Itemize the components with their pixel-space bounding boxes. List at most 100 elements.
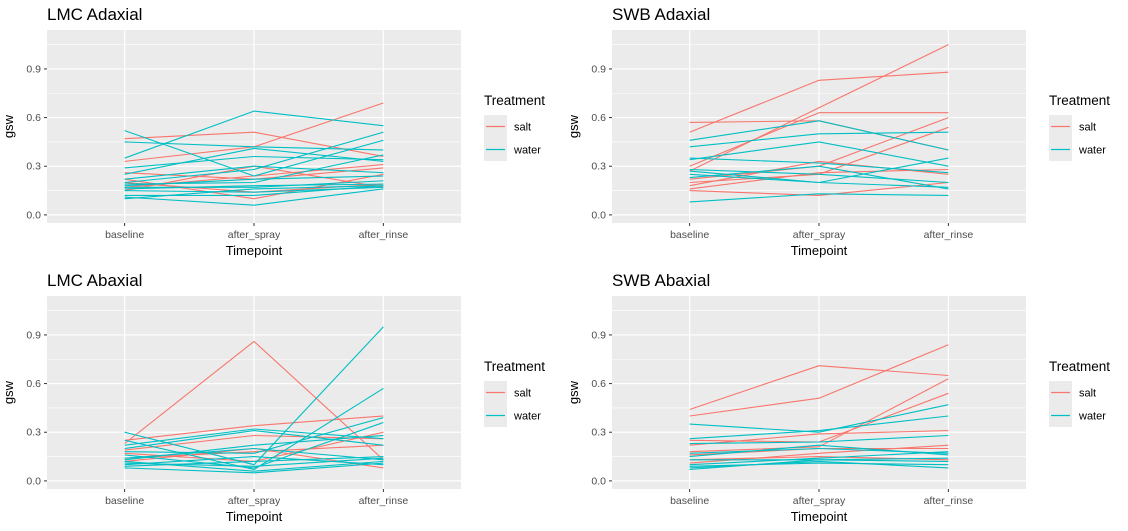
x-tick-label: after_spray [228,229,281,241]
series-line-water [124,462,384,474]
series-line-water [124,183,384,190]
series-line-water [689,168,949,184]
series-line-water [124,185,384,200]
series-line-salt [689,71,949,133]
chart-panel: 0.0 0.3 0.6 0.9 baseline after_spray after_rin… [1,271,545,524]
series-line-water [124,141,384,151]
legend: Treatment salt water [1049,359,1110,427]
series-line-water [689,157,949,174]
series-line-water [124,434,384,461]
y-axis-label: gsw [566,114,581,138]
series-line-water [124,421,384,469]
x-tick-label: baseline [670,495,709,507]
y-tick-label: 0.9 [26,63,41,75]
x-tick-label: after_rinse [924,495,974,507]
x-tick-label: baseline [670,229,709,241]
y-tick-label: 0.3 [26,427,41,439]
series-line-salt [689,168,949,190]
y-tick-label: 0.0 [591,475,606,487]
x-axis-label: Timepoint [226,243,283,258]
legend-label-salt: salt [514,122,531,134]
series-line-salt [689,344,949,417]
series-line-salt [124,444,384,459]
series-line-water [689,141,949,167]
legend-label-water: water [513,411,541,423]
legend-title: Treatment [1049,93,1110,108]
series-line-water [124,147,384,175]
x-tick-label: baseline [105,229,144,241]
y-tick-label: 0.9 [26,329,41,341]
y-tick-label: 0.0 [26,209,41,221]
panel-title: SWB Abaxial [612,271,710,290]
y-axis-label: gsw [1,114,16,138]
y-tick-label: 0.9 [591,63,606,75]
legend-label-water: water [513,145,541,157]
series-line-salt [689,430,949,446]
series-line-water [689,415,949,440]
y-tick-label: 0.6 [26,378,41,390]
chart-panel: 0.0 0.3 0.6 0.9 baseline after_spray after_rin… [566,5,1110,258]
series-line-water [689,165,949,190]
x-axis-label: Timepoint [791,509,848,524]
x-tick-label: after_rinse [924,229,974,241]
panel-title: SWB Adaxial [612,5,710,24]
series-line-water [124,175,384,187]
y-axis-label: gsw [566,380,581,404]
legend-label-water: water [1078,411,1106,423]
chart-panel: 0.0 0.3 0.6 0.9 baseline after_spray after_rin… [1,5,545,258]
x-tick-label: after_rinse [359,495,409,507]
series-line-salt [689,44,949,172]
y-tick-label: 0.9 [591,329,606,341]
y-tick-label: 0.6 [591,378,606,390]
y-tick-label: 0.0 [591,209,606,221]
legend-label-water: water [1078,145,1106,157]
series-line-water [124,155,384,169]
series-line-water [124,456,384,466]
series-line-water [124,428,384,446]
y-tick-label: 0.3 [591,161,606,173]
series-line-water [124,165,384,180]
series-line-salt [689,181,949,196]
series-line-water [124,417,384,454]
panel-title: LMC Abaxial [47,271,142,290]
series-line-water [124,130,384,177]
chart-panel: 0.0 0.3 0.6 0.9 baseline after_spray after_rin… [566,271,1110,524]
series-line-water [689,157,949,184]
x-tick-label: after_rinse [359,229,409,241]
series-line-water [689,193,949,203]
series-line-water [689,120,949,151]
legend-title: Treatment [484,359,545,374]
legend-label-salt: salt [1079,388,1096,400]
series-line-water [689,459,949,471]
series-line-salt [689,112,949,167]
y-tick-label: 0.0 [26,475,41,487]
legend-label-salt: salt [514,388,531,400]
x-axis-label: Timepoint [791,243,848,258]
legend: Treatment salt water [484,359,545,427]
series-line-water [689,404,949,433]
series-line-salt [124,415,384,441]
series-line-water [689,131,949,148]
legend-title: Treatment [1049,359,1110,374]
legend-title: Treatment [484,93,545,108]
series-line-salt [689,365,949,411]
x-tick-label: after_spray [228,495,281,507]
series-line-water [124,110,384,159]
series-line-salt [689,378,949,453]
legend-label-salt: salt [1079,122,1096,134]
series-line-water [124,456,384,467]
x-tick-label: baseline [105,495,144,507]
y-tick-label: 0.3 [26,161,41,173]
x-axis-label: Timepoint [226,509,283,524]
series-line-salt [124,340,384,461]
legend: Treatment salt water [484,93,545,161]
y-tick-label: 0.3 [591,427,606,439]
series-line-water [124,387,384,471]
legend: Treatment salt water [1049,93,1110,161]
series-line-water [689,444,949,458]
y-tick-label: 0.6 [591,112,606,124]
y-axis-label: gsw [1,380,16,404]
panel-title: LMC Adaxial [47,5,142,24]
x-tick-label: after_spray [793,495,846,507]
